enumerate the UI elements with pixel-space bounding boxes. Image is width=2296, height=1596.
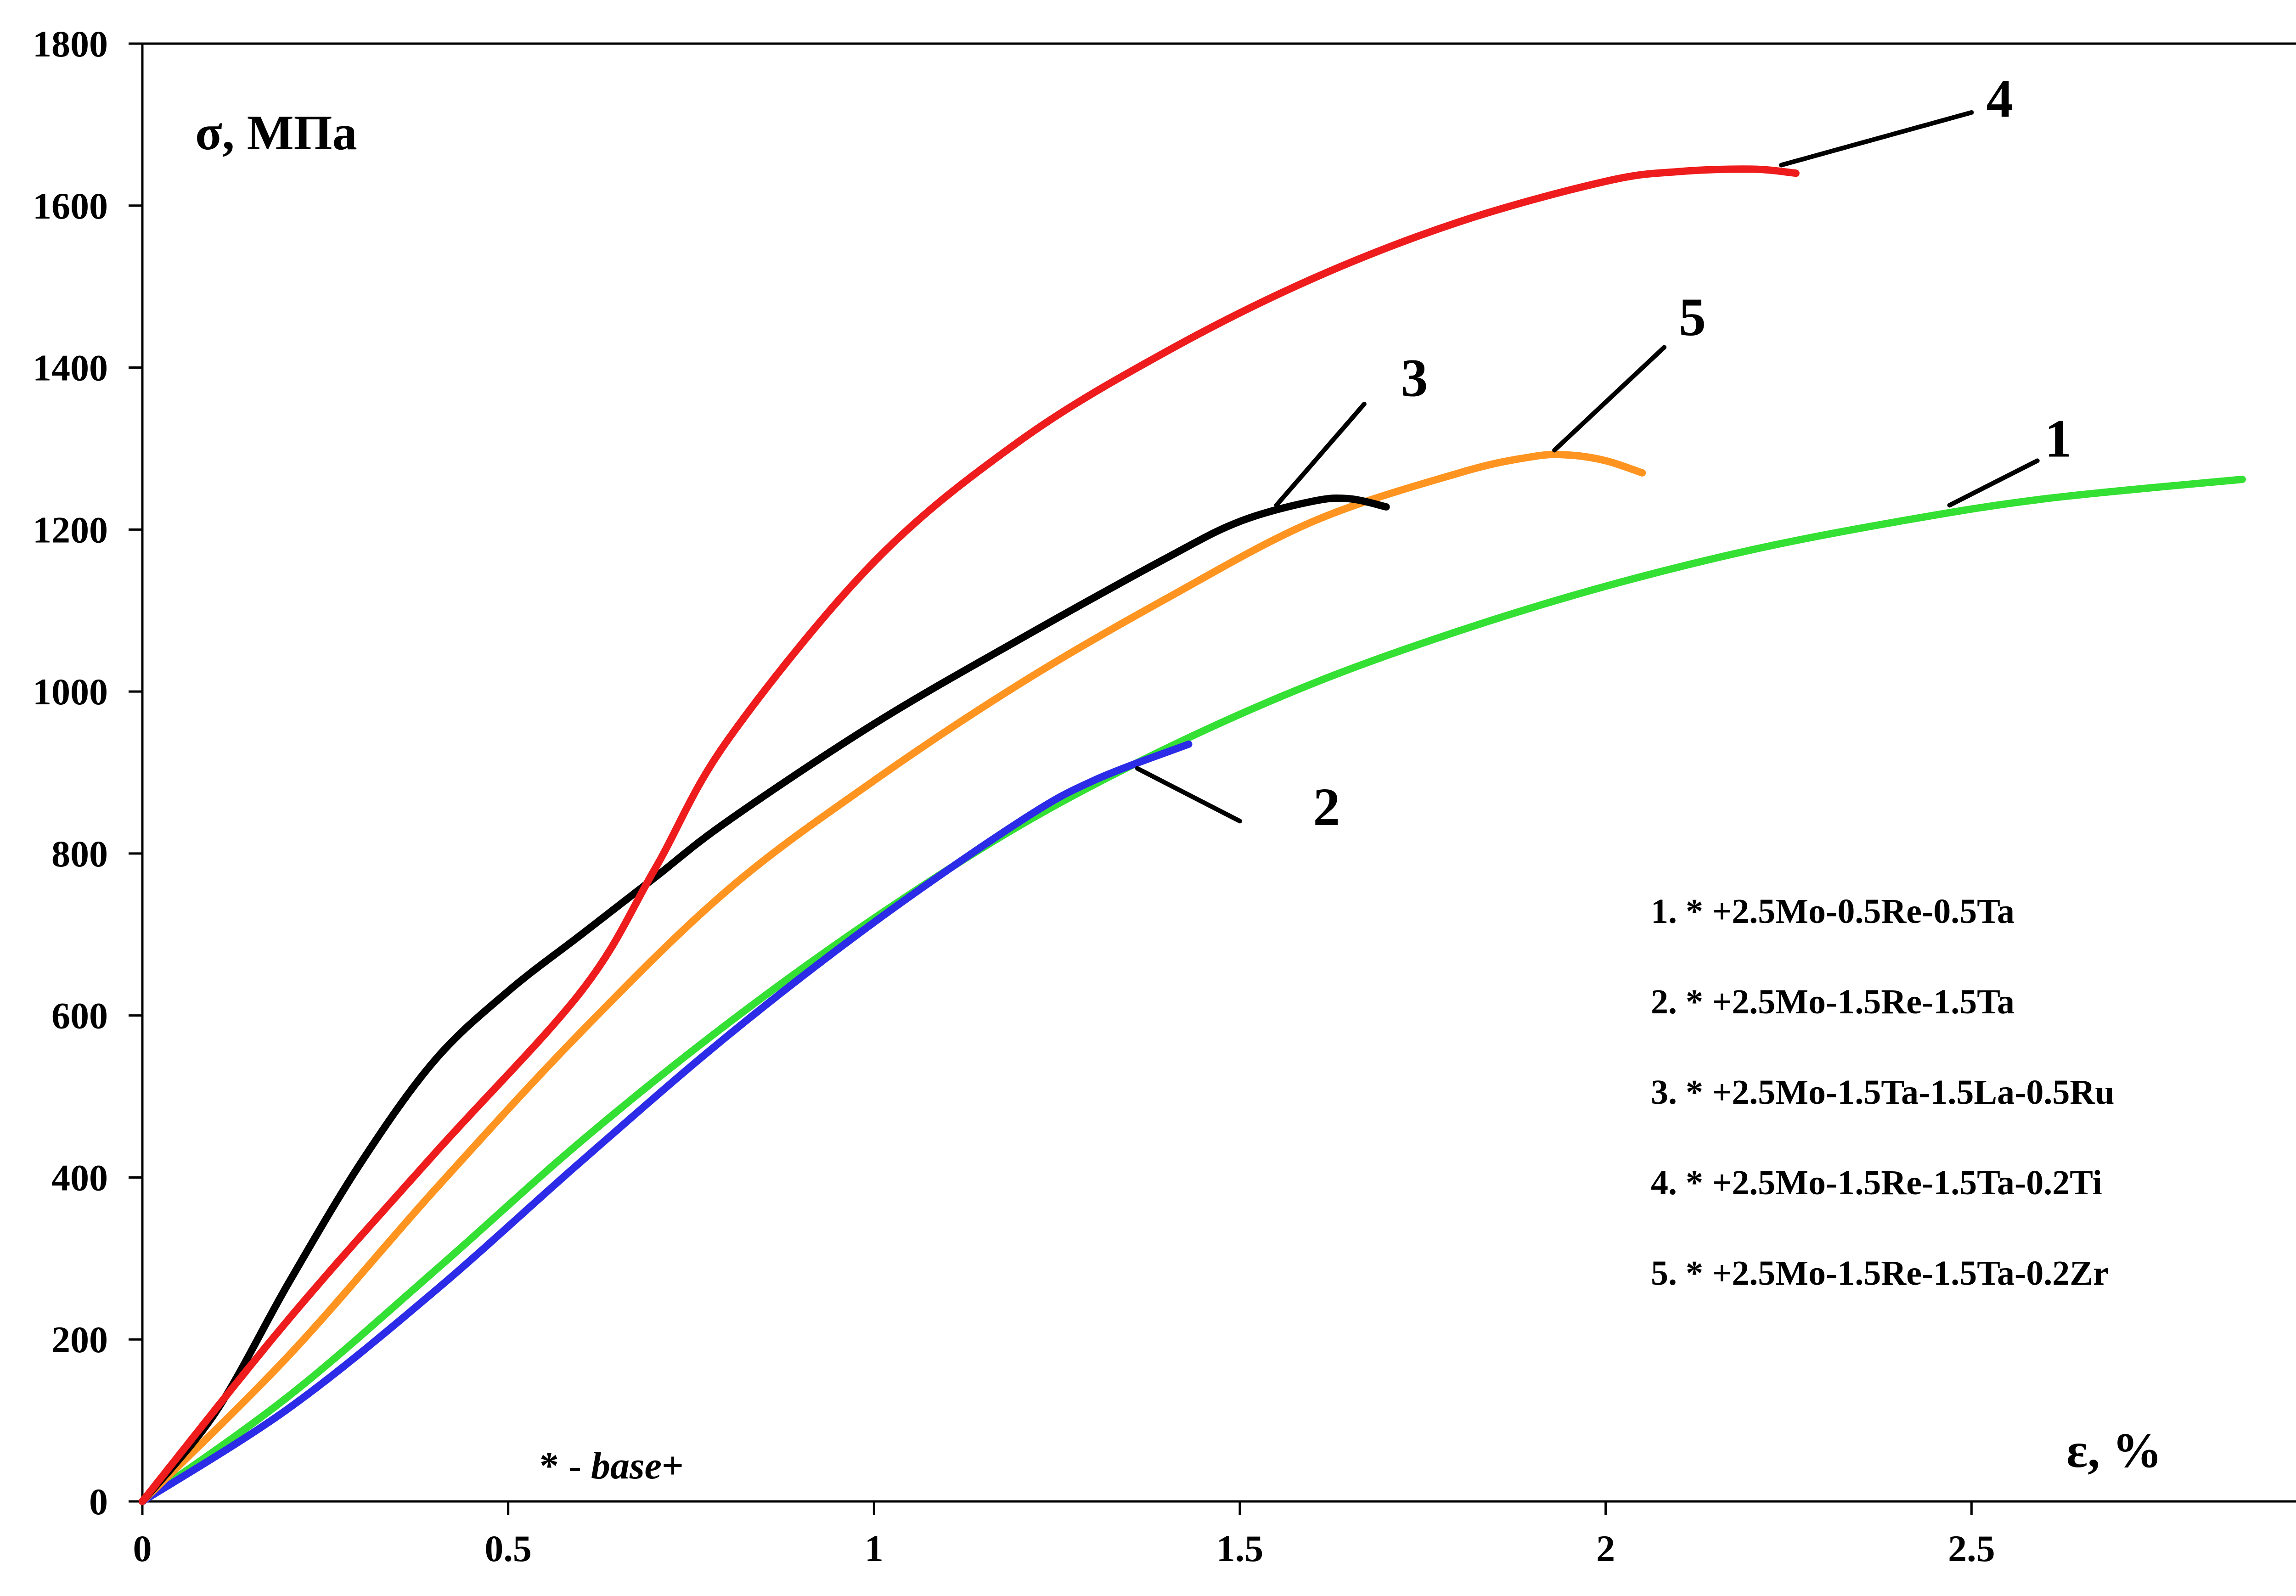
y-tick-label: 1600 <box>33 185 108 227</box>
series-number-3: 3 <box>1401 348 1428 408</box>
base-note-suffix: + <box>662 1444 684 1487</box>
x-axis-label: ε, % <box>2066 1423 2162 1478</box>
series-number-1: 1 <box>2045 409 2072 469</box>
x-tick-label: 1.5 <box>1216 1528 1264 1569</box>
y-tick-label: 0 <box>89 1481 108 1523</box>
y-tick-label: 400 <box>51 1157 108 1198</box>
y-tick-label: 1000 <box>33 671 108 713</box>
series-leader-5 <box>1552 345 1667 453</box>
base-note-word: base <box>591 1444 662 1487</box>
y-tick-label: 1800 <box>33 23 108 65</box>
series-number-2: 2 <box>1313 777 1340 837</box>
y-tick-label: 1400 <box>33 347 108 389</box>
legend-entry-4: 4. * +2.5Mo-1.5Re-1.5Ta-0.2Ti <box>1651 1163 2102 1202</box>
series-number-5: 5 <box>1679 287 1706 347</box>
y-tick-label: 800 <box>51 833 108 875</box>
y-tick-label: 1200 <box>33 509 108 551</box>
x-tick-label: 2.5 <box>1948 1528 1995 1569</box>
y-axis-label: σ, МПа <box>195 106 357 160</box>
series-line-4 <box>139 165 1800 1505</box>
legend-entry-5: 5. * +2.5Mo-1.5Re-1.5Ta-0.2Zr <box>1651 1254 2109 1293</box>
x-tick-label: 2 <box>1596 1528 1615 1569</box>
series-line-2 <box>139 740 1193 1505</box>
x-tick-label: 0.5 <box>484 1528 532 1569</box>
base-note-prefix: * - <box>540 1444 591 1487</box>
legend-entry-2: 2. * +2.5Mo-1.5Re-1.5Ta <box>1651 983 2015 1021</box>
base-note: * - base+ <box>540 1444 684 1487</box>
y-tick-label: 200 <box>51 1319 108 1360</box>
legend-entry-1: 1. * +2.5Mo-0.5Re-0.5Ta <box>1651 892 2015 931</box>
legend: 1. * +2.5Mo-0.5Re-0.5Ta 2. * +2.5Mo-1.5Re… <box>1651 892 2115 1293</box>
series-number-4: 4 <box>1986 68 2013 129</box>
series-leader-3 <box>1274 401 1367 508</box>
x-tick-label: 1 <box>865 1528 884 1569</box>
series-line-3 <box>139 494 1390 1505</box>
series-leader-2 <box>1135 766 1242 824</box>
y-tick-label: 600 <box>51 995 108 1037</box>
series-leader-1 <box>1947 458 2040 508</box>
x-tick-label: 0 <box>133 1528 152 1569</box>
series-leader-4 <box>1779 110 1974 168</box>
series-line-5 <box>139 450 1646 1505</box>
legend-entry-3: 3. * +2.5Mo-1.5Ta-1.5La-0.5Ru <box>1651 1073 2115 1112</box>
